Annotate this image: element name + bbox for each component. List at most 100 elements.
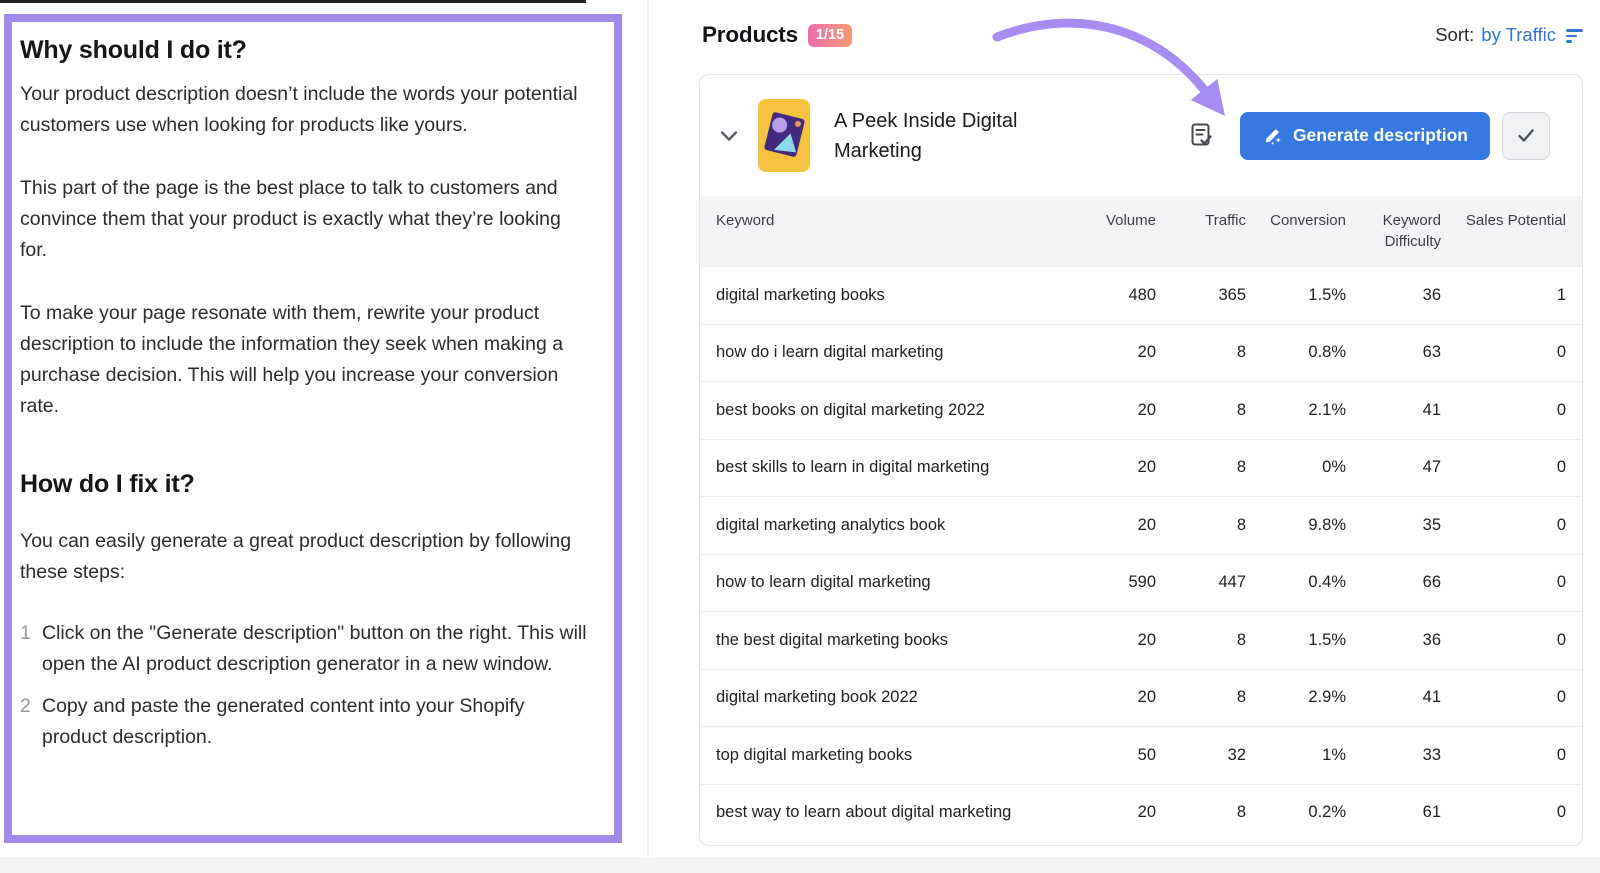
keyword-cell: top digital marketing books [716, 745, 913, 764]
chevron-down-icon[interactable] [720, 130, 738, 142]
volume-cell: 20 [1137, 400, 1156, 419]
sort-control[interactable]: Sort: by Traffic [1435, 24, 1583, 46]
how-heading: How do I fix it? [20, 470, 195, 498]
step-item-1: 1 Click on the "Generate description" bu… [20, 618, 590, 680]
keyword-cell: digital marketing book 2022 [716, 688, 918, 707]
conversion-cell: 2.1% [1308, 400, 1346, 419]
sales-potential-cell: 0 [1556, 630, 1566, 649]
table-row: digital marketing analytics book 20 8 9.… [700, 496, 1582, 554]
sales-potential-cell: 0 [1556, 458, 1566, 477]
product-card: A Peek Inside Digital Marketing Generate… [699, 74, 1583, 846]
keyword-cell: best way to learn about digital marketin… [716, 803, 1012, 822]
keyword-difficulty-cell: 36 [1422, 630, 1441, 649]
magic-pen-icon [1265, 129, 1281, 145]
sales-potential-cell: 0 [1556, 515, 1566, 534]
traffic-cell: 32 [1227, 745, 1246, 764]
header-traffic: Traffic [1205, 212, 1246, 229]
volume-cell: 20 [1137, 343, 1156, 362]
volume-cell: 20 [1137, 458, 1156, 477]
why-paragraph-3: To make your page resonate with them, re… [20, 302, 564, 417]
sort-value-link[interactable]: by Traffic [1481, 24, 1556, 45]
table-row: top digital marketing books 50 32 1% 33 … [700, 726, 1582, 784]
volume-cell: 50 [1137, 745, 1156, 764]
conversion-cell: 1.5% [1308, 630, 1346, 649]
section-divider [647, 0, 649, 858]
traffic-cell: 8 [1236, 803, 1246, 822]
traffic-cell: 8 [1236, 630, 1246, 649]
header-conversion: Conversion [1270, 212, 1346, 229]
conversion-cell: 1% [1322, 745, 1346, 764]
conversion-cell: 0% [1322, 458, 1346, 477]
keyword-difficulty-cell: 35 [1422, 515, 1441, 534]
conversion-cell: 0.8% [1308, 343, 1346, 362]
sales-potential-cell: 1 [1556, 285, 1566, 304]
document-check-icon[interactable] [1189, 122, 1214, 149]
traffic-cell: 8 [1236, 343, 1246, 362]
fix-steps-list: 1 Click on the "Generate description" bu… [20, 618, 590, 753]
generate-description-button[interactable]: Generate description [1239, 111, 1490, 160]
why-paragraph-1: Your product description doesn’t include… [20, 83, 578, 136]
products-title: Products [702, 22, 798, 47]
traffic-cell: 8 [1236, 458, 1246, 477]
keyword-difficulty-cell: 33 [1422, 745, 1441, 764]
table-row: how to learn digital marketing 590 447 0… [700, 553, 1582, 612]
how-intro: You can easily generate a great product … [20, 530, 572, 583]
conversion-cell: 0.2% [1308, 803, 1346, 822]
keyword-cell: digital marketing analytics book [716, 515, 946, 534]
traffic-cell: 365 [1218, 285, 1246, 304]
select-product-button[interactable] [1502, 111, 1550, 160]
table-row: best books on digital marketing 2022 20 … [700, 381, 1582, 439]
products-title-group: Products 1/15 [702, 22, 853, 48]
keyword-difficulty-cell: 63 [1422, 343, 1441, 362]
products-count-badge: 1/15 [807, 23, 853, 47]
product-actions: Generate description [1189, 111, 1550, 160]
keyword-cell: the best digital marketing books [716, 630, 949, 649]
header-volume: Volume [1105, 212, 1156, 229]
sales-potential-cell: 0 [1556, 745, 1566, 764]
step-text: Click on the "Generate description" butt… [42, 622, 587, 675]
header-keyword: Keyword [716, 212, 775, 229]
keyword-difficulty-cell: 41 [1422, 688, 1441, 707]
why-paragraph-2: This part of the page is the best place … [20, 177, 561, 261]
why-heading: Why should I do it? [20, 36, 247, 64]
sales-potential-cell: 0 [1556, 343, 1566, 362]
check-icon [1518, 129, 1534, 142]
keyword-table-header: Keyword Volume Traffic Conversion Keywor… [700, 196, 1582, 266]
generate-description-label: Generate description [1292, 125, 1468, 145]
traffic-cell: 8 [1236, 688, 1246, 707]
product-title: A Peek Inside Digital Marketing [834, 109, 1018, 162]
keyword-cell: how do i learn digital marketing [716, 343, 944, 362]
keyword-difficulty-cell: 41 [1422, 400, 1441, 419]
conversion-cell: 2.9% [1308, 688, 1346, 707]
volume-cell: 590 [1128, 573, 1156, 592]
keyword-cell: best skills to learn in digital marketin… [716, 458, 990, 477]
volume-cell: 20 [1137, 688, 1156, 707]
table-row: best skills to learn in digital marketin… [700, 438, 1582, 497]
header-sales-potential: Sales Potential [1465, 212, 1566, 229]
keyword-table-body: digital marketing books 480 365 1.5% 36 … [700, 266, 1582, 841]
keyword-difficulty-cell: 36 [1422, 285, 1441, 304]
table-row: best way to learn about digital marketin… [700, 783, 1582, 842]
keyword-difficulty-cell: 47 [1422, 458, 1441, 477]
sort-descending-icon[interactable] [1566, 27, 1583, 43]
table-row: how do i learn digital marketing 20 8 0.… [700, 323, 1582, 382]
table-row: digital marketing books 480 365 1.5% 36 … [700, 266, 1582, 324]
volume-cell: 20 [1137, 630, 1156, 649]
products-header: Products 1/15 Sort: by Traffic [702, 22, 1583, 48]
table-row: digital marketing book 2022 20 8 2.9% 41… [700, 668, 1582, 727]
step-text: Copy and paste the generated content int… [42, 695, 525, 748]
book-illustration [763, 111, 806, 158]
sort-label: Sort: [1435, 24, 1475, 45]
traffic-cell: 447 [1218, 573, 1246, 592]
window-edge-artifact [0, 0, 586, 3]
table-row: the best digital marketing books 20 8 1.… [700, 611, 1582, 669]
keyword-cell: how to learn digital marketing [716, 573, 931, 592]
traffic-cell: 8 [1236, 400, 1246, 419]
traffic-cell: 8 [1236, 515, 1246, 534]
step-number: 1 [20, 622, 31, 644]
volume-cell: 20 [1137, 803, 1156, 822]
product-thumbnail [758, 99, 810, 172]
sales-potential-cell: 0 [1556, 688, 1566, 707]
keyword-difficulty-cell: 66 [1422, 573, 1441, 592]
explanation-panel: Why should I do it? Your product descrip… [4, 14, 622, 843]
